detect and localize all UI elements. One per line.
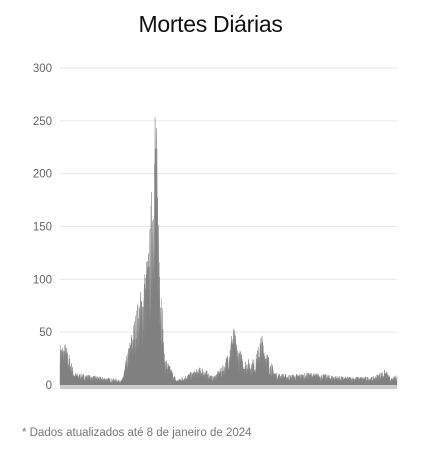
series-area-group [59, 116, 398, 386]
gridlines [60, 67, 397, 386]
y-tick-label: 0 [46, 380, 52, 392]
y-tick-label: 50 [39, 327, 52, 339]
chart-title: Mortes Diárias [138, 11, 283, 37]
y-axis: 0 50 100 150 200 250 300 [33, 63, 52, 392]
daily-deaths-area [59, 116, 398, 386]
y-tick-label: 150 [33, 222, 52, 234]
update-footnote: * Dados atualizados até 8 de janeiro de … [22, 427, 252, 439]
y-tick-label: 100 [33, 274, 52, 286]
y-tick-label: 300 [33, 63, 52, 75]
y-tick-label: 200 [33, 169, 52, 181]
y-tick-label: 250 [33, 116, 52, 128]
